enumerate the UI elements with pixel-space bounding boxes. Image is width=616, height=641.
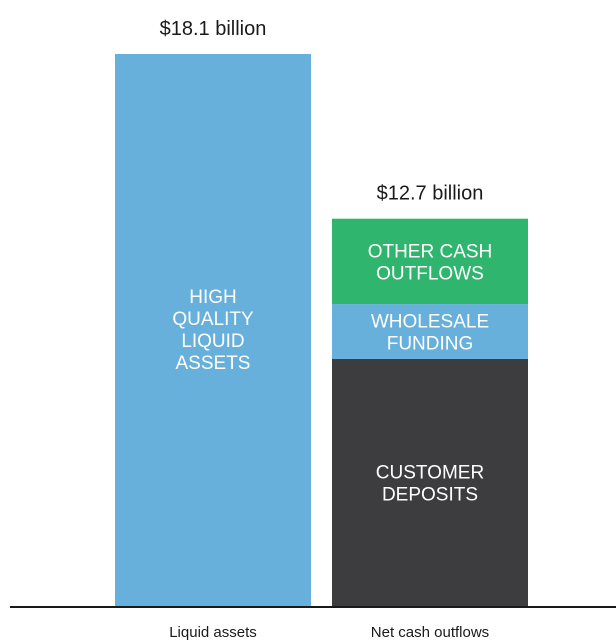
segment-label-line: WHOLESALE [371,312,489,333]
segment-label-line: FUNDING [387,334,474,355]
segment-label-line: HIGH [189,287,237,308]
segment-label-line: ASSETS [176,353,251,374]
segment-label-line: OTHER CASH [368,241,493,262]
segment-label-line: LIQUID [181,331,244,352]
category-label-0: Liquid assets [169,624,257,641]
bar-segment-0-0 [115,54,311,606]
segment-label-2: WHOLESALE FUNDING [371,312,489,355]
total-label-0: $18.1 billion [160,18,267,40]
segment-label-line: DEPOSITS [382,484,478,505]
segment-label-line: QUALITY [172,309,254,330]
category-label-1: Net cash outflows [371,624,489,641]
category-labels: Liquid assets Net cash outflows [169,624,489,641]
segment-label-line: CUSTOMER [376,462,484,483]
segment-label-1: CUSTOMER DEPOSITS [376,462,484,505]
segment-label-line: OUTFLOWS [376,263,484,284]
total-label-1: $12.7 billion [377,183,484,205]
segment-label-3: OTHER CASH OUTFLOWS [368,241,493,284]
